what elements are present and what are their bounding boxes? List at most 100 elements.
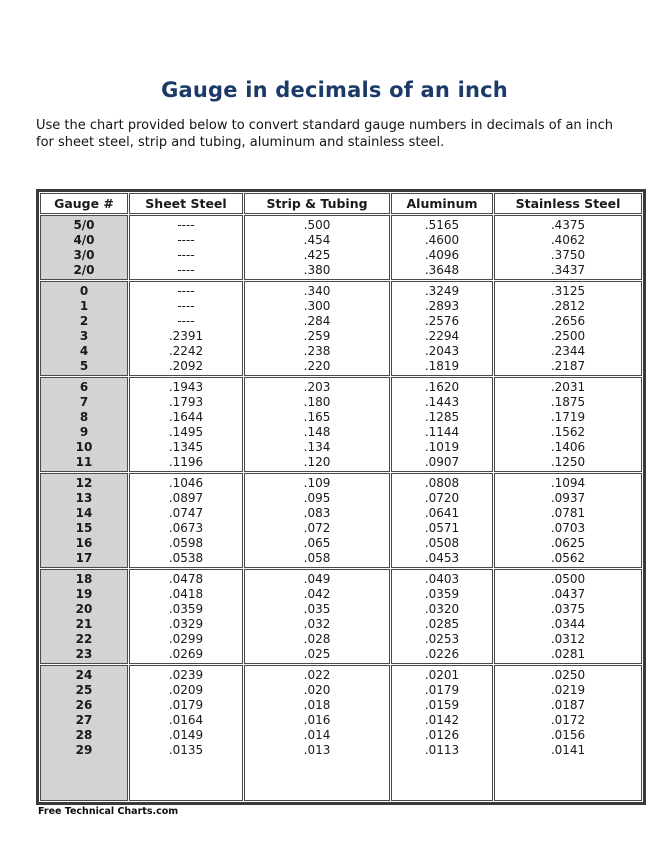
gauge-value: .032: [303, 616, 331, 631]
gauge-value: .0126: [424, 727, 460, 742]
gauge-number: 28: [75, 727, 93, 742]
gauge-value: .0703: [550, 520, 586, 535]
gauge-value: .180: [303, 394, 331, 409]
gauge-value: .0359: [168, 601, 204, 616]
gauge-value: .0625: [550, 535, 586, 550]
value-cell: .0500.0437.0375.0344.0312.0281: [494, 568, 642, 664]
gauge-value: .1443: [424, 394, 460, 409]
gauge-value: ----: [177, 283, 195, 298]
gauge-value: .2031: [550, 379, 586, 394]
value-cell: .3125.2812.2656.2500.2344.2187: [494, 280, 642, 376]
gauge-value: .0897: [168, 490, 204, 505]
gauge-number: 17: [75, 550, 93, 565]
gauge-number: 9: [79, 424, 89, 439]
value-cell: .049.042.035.032.028.025: [244, 568, 390, 664]
gauge-value: .0135: [168, 742, 204, 757]
gauge-value: .0250: [550, 667, 586, 682]
gauge-group-row: 18 19 20 21 22 23.0478.0418.0359.0329.0299.02…: [40, 568, 642, 664]
gauge-number: 6: [79, 379, 89, 394]
gauge-number-cell: 6 7 8 9 10 11: [40, 376, 128, 472]
gauge-number: 20: [75, 601, 93, 616]
gauge-value: .1562: [550, 424, 586, 439]
gauge-value: .1144: [424, 424, 460, 439]
gauge-value: .0598: [168, 535, 204, 550]
gauge-number: 2: [79, 313, 89, 328]
gauge-group-row: 24 25 26 27 28 29.0239.0209.0179.0164.0149.01…: [40, 664, 642, 801]
value-cell: .0403.0359.0320.0285.0253.0226: [391, 568, 493, 664]
gauge-number: 27: [75, 712, 93, 727]
gauge-value: .2187: [550, 358, 586, 373]
gauge-value: .238: [303, 343, 331, 358]
gauge-group-row: 12 13 14 15 16 17.1046.0897.0747.0673.0598.05…: [40, 472, 642, 568]
gauge-value: .1875: [550, 394, 586, 409]
gauge-value: .095: [303, 490, 331, 505]
gauge-number-cell: 24 25 26 27 28 29: [40, 664, 128, 801]
value-cell: .340.300.284.259.238.220: [244, 280, 390, 376]
value-cell: .1046.0897.0747.0673.0598.0538: [129, 472, 243, 568]
gauge-value: .165: [303, 409, 331, 424]
gauge-number: 3/0: [73, 247, 95, 262]
value-cell: .0239.0209.0179.0164.0149.0135: [129, 664, 243, 801]
gauge-value: .0285: [424, 616, 460, 631]
gauge-number: 25: [75, 682, 93, 697]
column-header: Strip & Tubing: [244, 192, 390, 214]
gauge-value: .016: [303, 712, 331, 727]
gauge-value: .1094: [550, 475, 586, 490]
gauge-value: .2391: [168, 328, 204, 343]
gauge-value: .4096: [424, 247, 460, 262]
gauge-value: .259: [303, 328, 331, 343]
value-cell: .1094.0937.0781.0703.0625.0562: [494, 472, 642, 568]
gauge-value: .3125: [550, 283, 586, 298]
gauge-value: .0418: [168, 586, 204, 601]
gauge-value: .0562: [550, 550, 586, 565]
table-header: Gauge # Sheet Steel Strip & Tubing Aluminum…: [40, 192, 642, 214]
gauge-value: .1495: [168, 424, 204, 439]
gauge-value: .1406: [550, 439, 586, 454]
gauge-number: 5/0: [73, 217, 95, 232]
gauge-value: .0320: [424, 601, 460, 616]
table-header-row: Gauge # Sheet Steel Strip & Tubing Aluminum…: [40, 192, 642, 214]
gauge-value: .0359: [424, 586, 460, 601]
gauge-value: .0312: [550, 631, 586, 646]
gauge-value: .0500: [550, 571, 586, 586]
gauge-value: .3249: [424, 283, 460, 298]
gauge-value: .0149: [168, 727, 204, 742]
gauge-value: .300: [303, 298, 331, 313]
column-header: Stainless Steel: [494, 192, 642, 214]
gauge-value: .284: [303, 313, 331, 328]
value-cell: .022.020.018.016.014.013: [244, 664, 390, 801]
gauge-value: .0329: [168, 616, 204, 631]
gauge-value: .018: [303, 697, 331, 712]
gauge-value: .0781: [550, 505, 586, 520]
gauge-group-row: 0 1 2 3 4 5 ---- ---- ---- .2391.2242.2092.340.30…: [40, 280, 642, 376]
gauge-number: 29: [75, 742, 93, 757]
gauge-value: .0156: [550, 727, 586, 742]
value-cell: .203.180.165.148.134.120: [244, 376, 390, 472]
gauge-number-cell: 18 19 20 21 22 23: [40, 568, 128, 664]
gauge-number: 1: [79, 298, 89, 313]
gauge-value: .1620: [424, 379, 460, 394]
gauge-value: .020: [303, 682, 331, 697]
gauge-number: 13: [75, 490, 93, 505]
gauge-value: .0437: [550, 586, 586, 601]
page-description: Use the chart provided below to convert …: [36, 118, 614, 151]
gauge-value: ----: [177, 262, 195, 277]
gauge-number: 0: [79, 283, 89, 298]
value-cell: .0808.0720.0641.0571.0508.0453: [391, 472, 493, 568]
gauge-value: .0179: [424, 682, 460, 697]
page-title: Gauge in decimals of an inch: [161, 78, 508, 102]
gauge-value: .0113: [424, 742, 460, 757]
gauge-value: .500: [303, 217, 331, 232]
gauge-value: .2344: [550, 343, 586, 358]
gauge-value: .0538: [168, 550, 204, 565]
gauge-number: 21: [75, 616, 93, 631]
gauge-value: .0209: [168, 682, 204, 697]
value-cell: ---- ---- ---- .2391.2242.2092: [129, 280, 243, 376]
gauge-value: .1196: [168, 454, 204, 469]
gauge-value: .058: [303, 550, 331, 565]
gauge-value: .1719: [550, 409, 586, 424]
value-cell: .1620.1443.1285.1144.1019.0907: [391, 376, 493, 472]
table-body: 5/0 4/0 3/0 2/0 ---- ---- ---- ---- .500.454.425…: [40, 214, 642, 801]
gauge-value: .0375: [550, 601, 586, 616]
gauge-value: .2500: [550, 328, 586, 343]
